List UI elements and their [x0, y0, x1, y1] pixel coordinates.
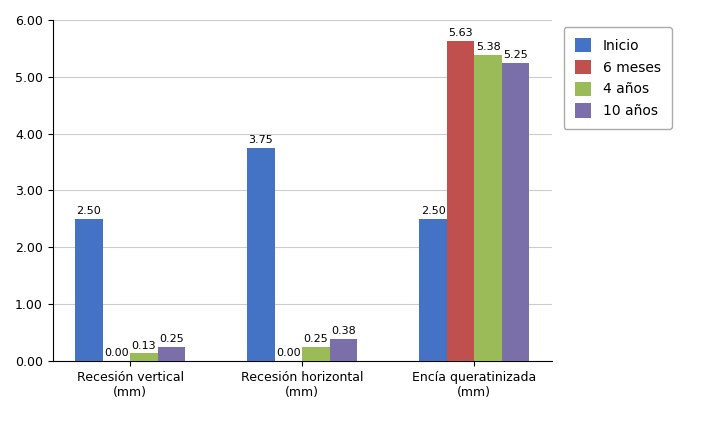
- Text: 0.25: 0.25: [303, 334, 328, 344]
- Text: 0.25: 0.25: [159, 334, 184, 344]
- Text: 0.38: 0.38: [331, 326, 356, 336]
- Bar: [247, 148, 274, 361]
- Text: 0.13: 0.13: [131, 341, 156, 351]
- Bar: [302, 347, 330, 361]
- Text: 0.00: 0.00: [276, 348, 301, 358]
- Bar: [474, 55, 502, 361]
- Text: 3.75: 3.75: [248, 135, 273, 145]
- Text: 5.25: 5.25: [503, 50, 528, 60]
- Legend: Inicio, 6 meses, 4 años, 10 años: Inicio, 6 meses, 4 años, 10 años: [563, 27, 672, 129]
- Text: 2.50: 2.50: [76, 206, 101, 216]
- Bar: [130, 353, 158, 361]
- Text: 5.38: 5.38: [476, 42, 500, 52]
- Bar: [330, 339, 357, 361]
- Bar: [158, 347, 185, 361]
- Text: 0.00: 0.00: [104, 348, 129, 358]
- Bar: [446, 41, 474, 361]
- Text: 2.50: 2.50: [420, 206, 445, 216]
- Bar: [75, 219, 102, 361]
- Bar: [502, 62, 529, 361]
- Bar: [419, 219, 446, 361]
- Text: 5.63: 5.63: [448, 28, 473, 38]
